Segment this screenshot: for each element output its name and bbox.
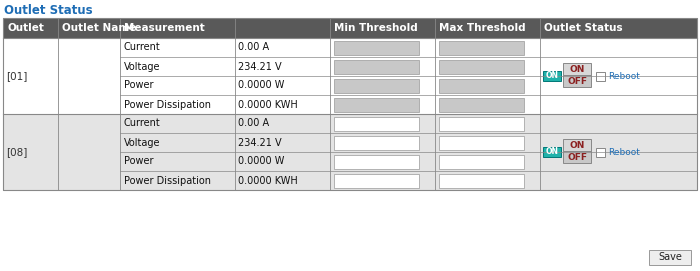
- Bar: [334, 117, 419, 131]
- Text: 0.0000 KWH: 0.0000 KWH: [238, 99, 298, 109]
- Bar: [563, 75, 591, 87]
- Text: Outlet Status: Outlet Status: [4, 4, 92, 17]
- Bar: [543, 71, 561, 81]
- Text: Current: Current: [124, 43, 161, 53]
- Text: Reboot: Reboot: [608, 72, 640, 81]
- Bar: [439, 136, 524, 150]
- Bar: [3, 18, 697, 38]
- Bar: [3, 18, 697, 190]
- Text: ON: ON: [545, 72, 559, 80]
- Text: Outlet Name: Outlet Name: [62, 23, 136, 33]
- Bar: [439, 79, 524, 92]
- Text: 0.00 A: 0.00 A: [238, 43, 269, 53]
- Bar: [3, 114, 697, 190]
- Text: 234.21 V: 234.21 V: [238, 137, 281, 147]
- Bar: [334, 154, 419, 169]
- Bar: [334, 79, 419, 92]
- Text: 0.0000 KWH: 0.0000 KWH: [238, 176, 298, 186]
- Text: Power Dissipation: Power Dissipation: [124, 99, 211, 109]
- Text: ON: ON: [545, 147, 559, 156]
- Text: ON: ON: [569, 64, 584, 73]
- Text: [08]: [08]: [6, 147, 27, 157]
- Text: Min Threshold: Min Threshold: [334, 23, 418, 33]
- Bar: [543, 147, 561, 157]
- Bar: [596, 72, 605, 81]
- Bar: [334, 98, 419, 111]
- Bar: [334, 60, 419, 73]
- Text: Measurement: Measurement: [124, 23, 204, 33]
- Text: 0.0000 W: 0.0000 W: [238, 80, 284, 91]
- Bar: [334, 173, 419, 188]
- Text: OFF: OFF: [567, 76, 587, 85]
- Bar: [563, 63, 591, 75]
- Bar: [439, 154, 524, 169]
- Text: 234.21 V: 234.21 V: [238, 62, 281, 72]
- Text: Max Threshold: Max Threshold: [439, 23, 526, 33]
- Text: OFF: OFF: [567, 153, 587, 162]
- Text: Outlet Status: Outlet Status: [544, 23, 622, 33]
- Text: [01]: [01]: [6, 71, 27, 81]
- Bar: [334, 136, 419, 150]
- Text: Outlet: Outlet: [7, 23, 44, 33]
- Text: ON: ON: [569, 140, 584, 150]
- Bar: [563, 151, 591, 163]
- Text: Power Dissipation: Power Dissipation: [124, 176, 211, 186]
- Bar: [334, 40, 419, 54]
- Text: Voltage: Voltage: [124, 137, 160, 147]
- Text: Current: Current: [124, 118, 161, 128]
- Text: 0.00 A: 0.00 A: [238, 118, 269, 128]
- Bar: [563, 139, 591, 151]
- Bar: [439, 173, 524, 188]
- Bar: [439, 60, 524, 73]
- Text: Power: Power: [124, 156, 153, 166]
- Bar: [439, 117, 524, 131]
- Bar: [649, 250, 691, 265]
- Text: Power: Power: [124, 80, 153, 91]
- Bar: [439, 40, 524, 54]
- Bar: [596, 148, 605, 157]
- Bar: [3, 38, 697, 114]
- Bar: [3, 38, 697, 114]
- Bar: [439, 98, 524, 111]
- Text: 0.0000 W: 0.0000 W: [238, 156, 284, 166]
- Text: Voltage: Voltage: [124, 62, 160, 72]
- Text: Reboot: Reboot: [608, 148, 640, 157]
- Bar: [3, 114, 697, 190]
- Text: Save: Save: [658, 253, 682, 263]
